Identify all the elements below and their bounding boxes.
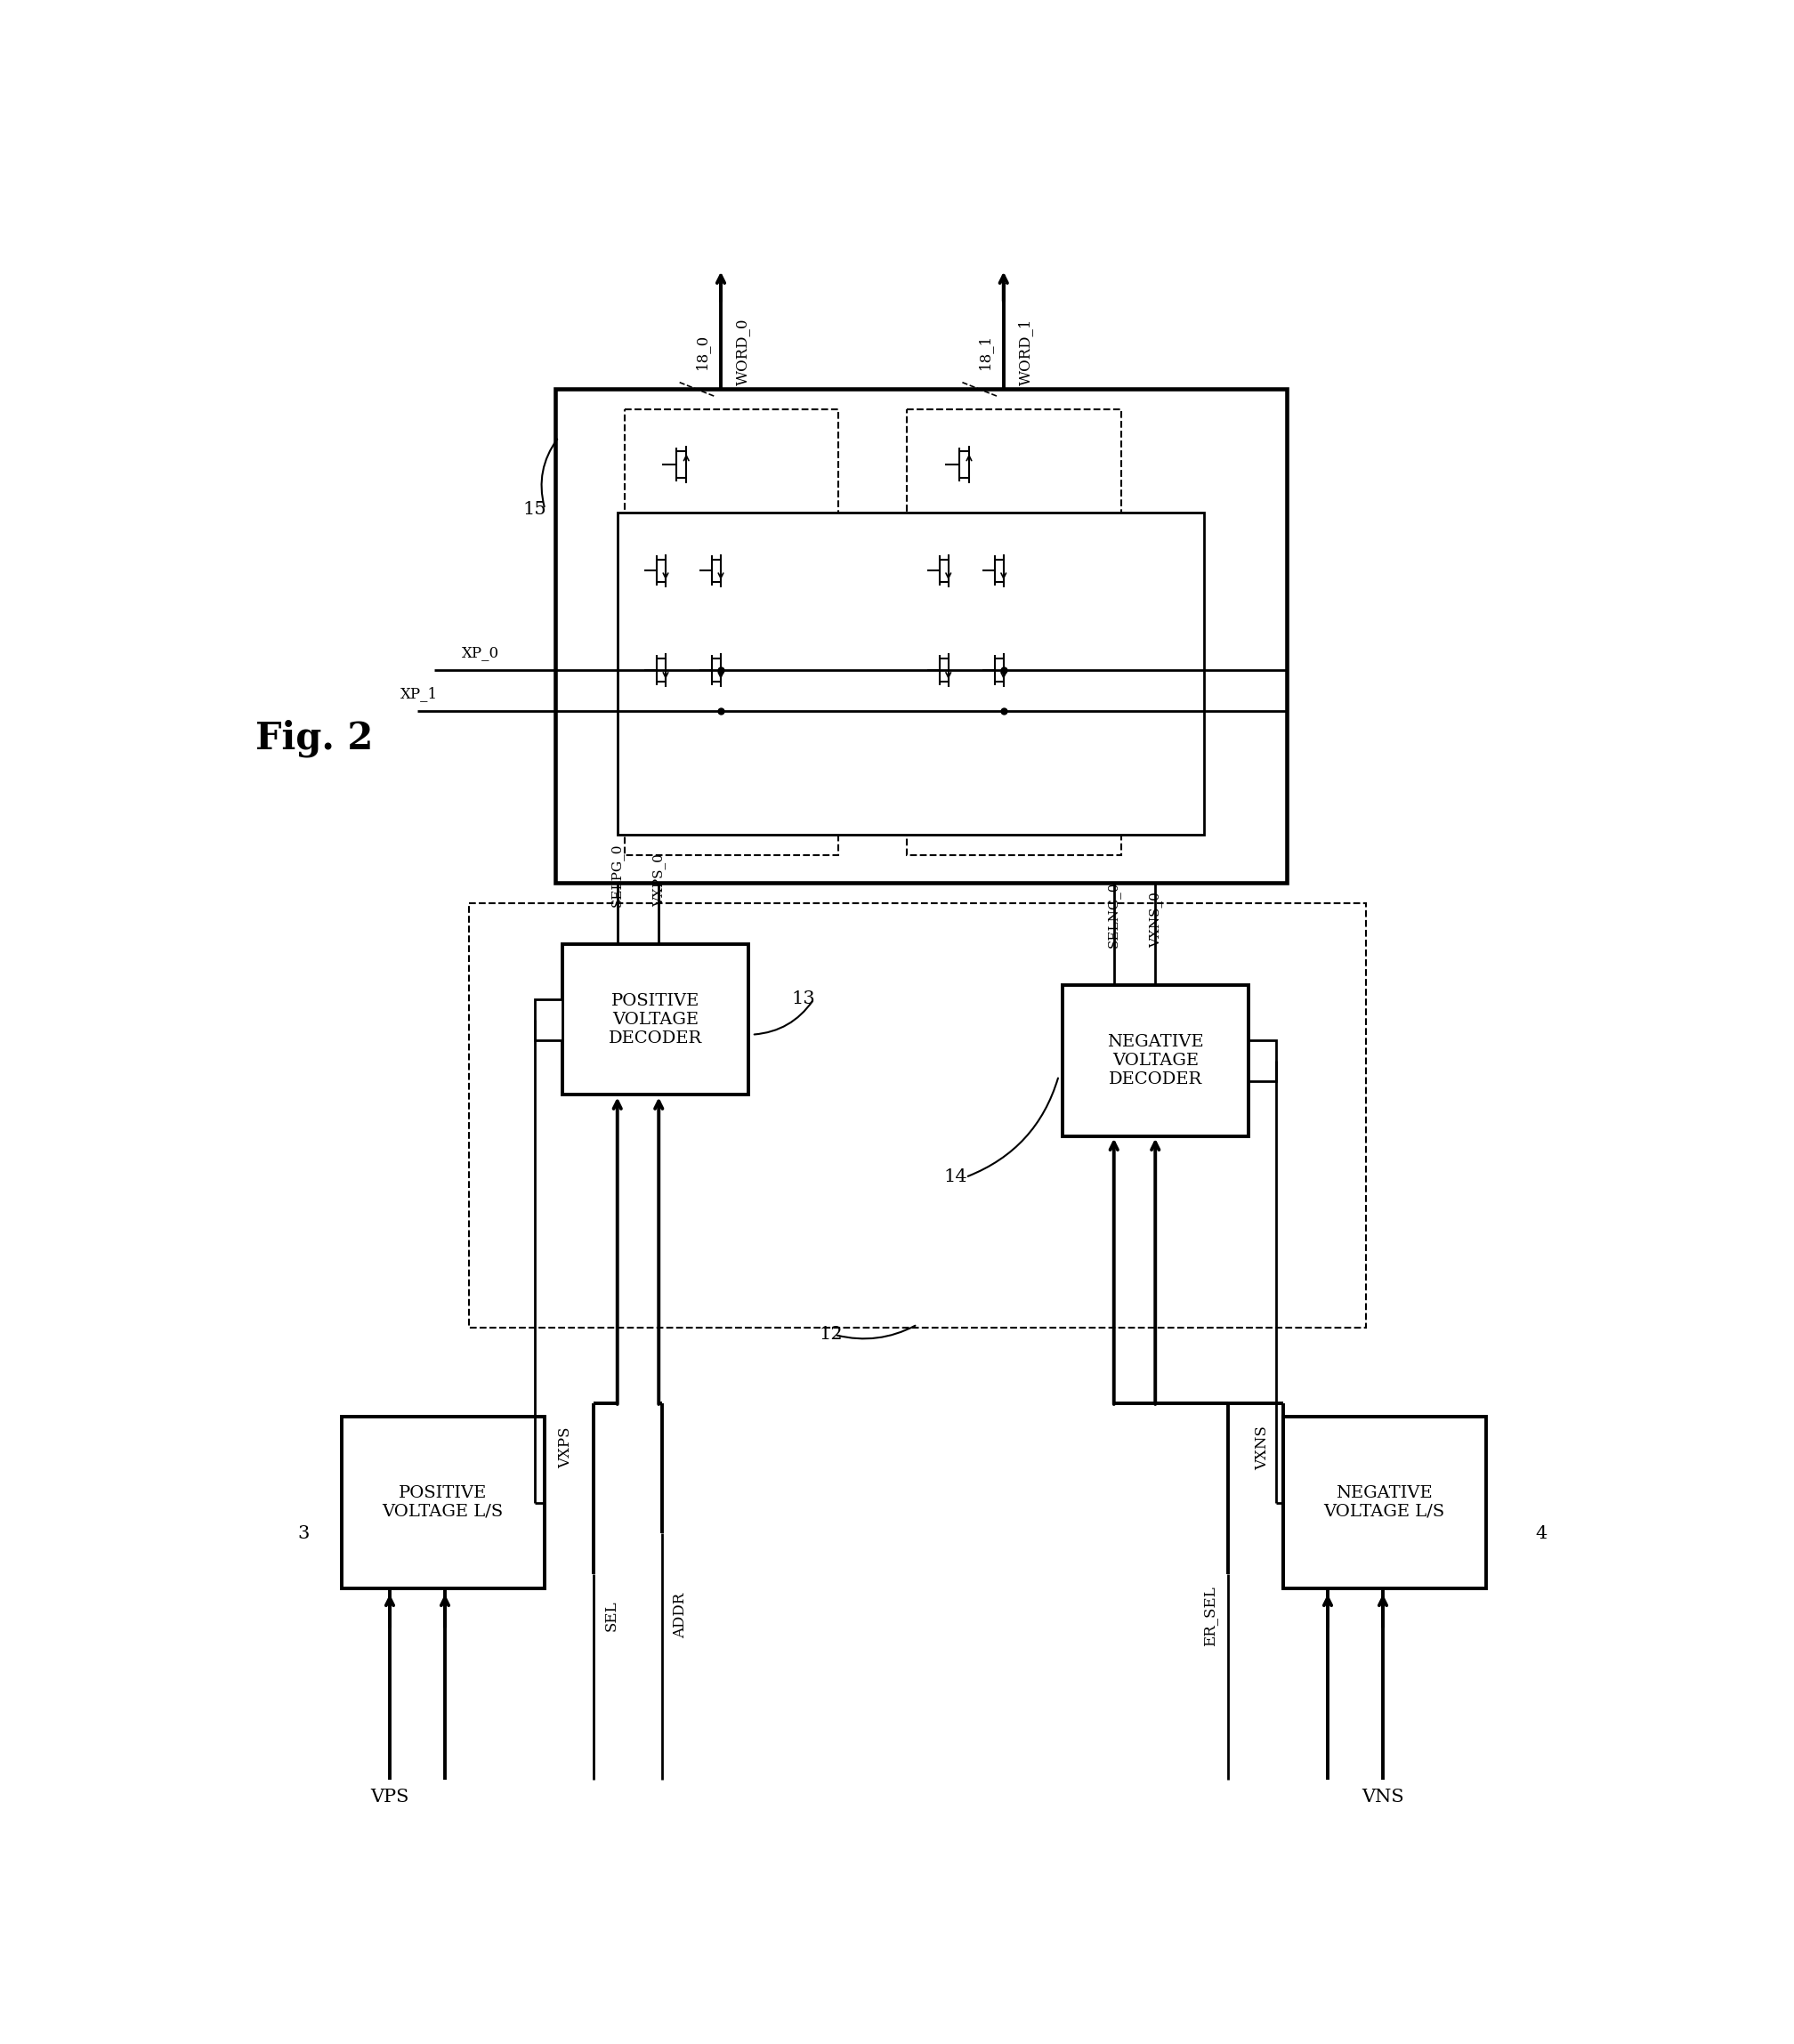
Bar bbox=[617, 513, 1204, 834]
Text: NEGATIVE
VOLTAGE L/S: NEGATIVE VOLTAGE L/S bbox=[1324, 1486, 1444, 1521]
Bar bbox=[1249, 1040, 1276, 1081]
Bar bbox=[908, 409, 1121, 854]
Bar bbox=[556, 388, 1286, 883]
Text: WORD_1: WORD_1 bbox=[1017, 319, 1033, 384]
Text: ER_SEL: ER_SEL bbox=[1202, 1586, 1218, 1645]
Text: SEL: SEL bbox=[603, 1600, 619, 1631]
Text: ADDR: ADDR bbox=[673, 1592, 687, 1639]
Text: 18_0: 18_0 bbox=[694, 333, 709, 370]
Text: 12: 12 bbox=[820, 1327, 843, 1343]
Text: WORD_0: WORD_0 bbox=[736, 319, 750, 384]
Text: NEGATIVE
VOLTAGE
DECODER: NEGATIVE VOLTAGE DECODER bbox=[1107, 1034, 1204, 1087]
Text: XP_1: XP_1 bbox=[400, 687, 438, 701]
Text: 3: 3 bbox=[298, 1525, 310, 1541]
Text: 15: 15 bbox=[522, 501, 547, 517]
Text: 13: 13 bbox=[791, 991, 816, 1008]
Text: VXPS_0: VXPS_0 bbox=[651, 852, 666, 905]
Bar bbox=[468, 903, 1365, 1329]
Bar bbox=[341, 1416, 545, 1588]
Text: VXNS: VXNS bbox=[1254, 1425, 1270, 1470]
Text: Fig. 2: Fig. 2 bbox=[255, 719, 373, 758]
Bar bbox=[1283, 1416, 1485, 1588]
Text: VXNS_0: VXNS_0 bbox=[1148, 891, 1163, 948]
Bar bbox=[535, 1000, 562, 1040]
Text: XP_0: XP_0 bbox=[463, 646, 501, 660]
Text: VXPS: VXPS bbox=[558, 1427, 574, 1468]
Bar bbox=[624, 409, 838, 854]
Text: POSITIVE
VOLTAGE L/S: POSITIVE VOLTAGE L/S bbox=[382, 1486, 504, 1521]
Text: VPS: VPS bbox=[371, 1788, 409, 1805]
Text: VNS: VNS bbox=[1362, 1788, 1405, 1805]
Text: SELPG_0: SELPG_0 bbox=[610, 842, 624, 905]
Text: POSITIVE
VOLTAGE
DECODER: POSITIVE VOLTAGE DECODER bbox=[608, 993, 701, 1047]
Text: 4: 4 bbox=[1536, 1525, 1548, 1541]
Bar bbox=[562, 944, 748, 1096]
Text: SELNG_0: SELNG_0 bbox=[1107, 881, 1121, 948]
Text: 14: 14 bbox=[944, 1169, 967, 1186]
Text: 18_1: 18_1 bbox=[976, 333, 992, 370]
Bar bbox=[1062, 985, 1249, 1136]
